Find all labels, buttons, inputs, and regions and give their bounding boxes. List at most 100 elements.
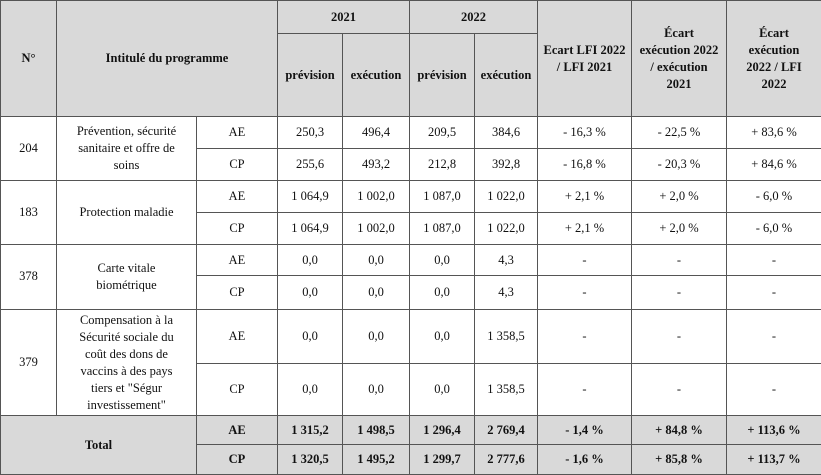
table-row: 183 Protection maladie AE 1 064,9 1 002,0 1 0… (0, 179, 821, 245)
value-cell: - (726, 243, 821, 277)
value-cell: - (726, 275, 821, 311)
credit-type: CP (196, 147, 278, 181)
program-number: 183 (0, 179, 57, 245)
total-value-cell: 1 498,5 (342, 415, 410, 446)
value-cell: 493,2 (342, 147, 410, 181)
value-cell: + 2,1 % (537, 179, 632, 213)
value-cell: + 84,6 % (726, 147, 821, 181)
value-cell: + 2,0 % (631, 211, 727, 245)
value-cell: - 22,5 % (631, 116, 727, 149)
total-label: Total (0, 415, 197, 475)
total-value-cell: 1 299,7 (409, 444, 475, 475)
total-value-cell: - 1,4 % (537, 415, 632, 446)
program-number: 204 (0, 116, 57, 181)
header-program-label: Intitulé du programme (56, 0, 278, 117)
value-cell: + 83,6 % (726, 116, 821, 149)
value-cell: + 2,1 % (537, 211, 632, 245)
value-cell: 1 022,0 (474, 179, 538, 213)
credit-type: CP (196, 275, 278, 311)
value-cell: 0,0 (409, 243, 475, 277)
total-value-cell: + 84,8 % (631, 415, 727, 446)
total-value-cell: 1 315,2 (277, 415, 343, 446)
total-value-cell: + 85,8 % (631, 444, 727, 475)
table-row: 378 Carte vitale biométrique AE 0,0 0,0 0,0 4,… (0, 243, 821, 311)
value-cell: 1 087,0 (409, 179, 475, 213)
header-number: N° (0, 0, 57, 117)
header-ecart-execution: Écart exécution 2022 / exécution 2021 (631, 0, 727, 117)
value-cell: 0,0 (409, 309, 475, 364)
value-cell: 1 022,0 (474, 211, 538, 245)
table-row: CP 0,0 0,0 0,0 4,3- - - (1, 275, 821, 311)
program-label: Carte vitale biométrique (56, 243, 197, 311)
value-cell: 4,3 (474, 275, 538, 311)
value-cell: 1 064,9 (277, 179, 343, 213)
value-cell: 250,3 (277, 116, 343, 149)
value-cell: 496,4 (342, 116, 410, 149)
table-row: 379 Compensation à la Sécurité sociale du… (0, 309, 821, 417)
table-row: CP 255,6 493,2 212,8 392,8- 16,8 % - 20,3 % + … (1, 147, 821, 181)
table-row: CP 0,0 0,0 0,0 1 358,5- - - (1, 362, 821, 417)
value-cell: 0,0 (409, 275, 475, 311)
value-cell: 0,0 (277, 309, 343, 364)
value-cell: 0,0 (409, 362, 475, 417)
header-ecart-lfi: Ecart LFI 2022 / LFI 2021 (537, 0, 632, 117)
program-label: Compensation à la Sécurité sociale du co… (56, 309, 197, 417)
value-cell: 1 358,5 (474, 362, 538, 417)
header-year-2022: 2022 (409, 0, 538, 34)
value-cell: - 20,3 % (631, 147, 727, 181)
credit-type: AE (196, 243, 278, 277)
value-cell: - (537, 243, 632, 277)
header-ecart-execution-lfi: Écart exécution 2022 / LFI 2022 (726, 0, 821, 117)
header-execution-2022: exécution (474, 33, 538, 117)
value-cell: - (631, 309, 727, 364)
header-execution-2021: exécution (342, 33, 410, 117)
credit-type: AE (196, 116, 278, 149)
total-value-cell: 1 320,5 (277, 444, 343, 475)
value-cell: 0,0 (342, 309, 410, 364)
total-value-cell: + 113,6 % (726, 415, 821, 446)
value-cell: 0,0 (277, 362, 343, 417)
total-value-cell: 2 777,6 (474, 444, 538, 475)
program-label: Protection maladie (56, 179, 197, 245)
value-cell: 212,8 (409, 147, 475, 181)
value-cell: 0,0 (342, 243, 410, 277)
total-value-cell: 2 769,4 (474, 415, 538, 446)
total-value-cell: 1 296,4 (409, 415, 475, 446)
value-cell: - (726, 309, 821, 364)
header-prevision-2021: prévision (277, 33, 343, 117)
value-cell: - (631, 275, 727, 311)
value-cell: - (631, 243, 727, 277)
total-row: Total AE 1 315,2 1 498,5 1 296,4 2 769,4- 1,4… (0, 415, 821, 475)
value-cell: - (537, 275, 632, 311)
value-cell: + 2,0 % (631, 179, 727, 213)
credit-type: CP (196, 444, 278, 475)
value-cell: 209,5 (409, 116, 475, 149)
value-cell: - (631, 362, 727, 417)
table-body: 204 Prévention, sécurité sanitaire et off… (0, 116, 821, 475)
value-cell: 384,6 (474, 116, 538, 149)
value-cell: 255,6 (277, 147, 343, 181)
credit-type: AE (196, 309, 278, 364)
value-cell: - 16,3 % (537, 116, 632, 149)
total-value-cell: 1 495,2 (342, 444, 410, 475)
value-cell: 1 087,0 (409, 211, 475, 245)
value-cell: 1 002,0 (342, 211, 410, 245)
value-cell: - 6,0 % (726, 211, 821, 245)
credit-type: CP (196, 362, 278, 417)
credit-type: AE (196, 415, 278, 446)
credit-type: AE (196, 179, 278, 213)
value-cell: 0,0 (277, 243, 343, 277)
value-cell: 0,0 (342, 362, 410, 417)
value-cell: 1 002,0 (342, 179, 410, 213)
total-value-cell: + 113,7 % (726, 444, 821, 475)
value-cell: - (537, 309, 632, 364)
value-cell: 4,3 (474, 243, 538, 277)
program-number: 378 (0, 243, 57, 311)
program-number: 379 (0, 309, 57, 417)
header-year-2021: 2021 (277, 0, 410, 34)
value-cell: 1 358,5 (474, 309, 538, 364)
value-cell: - 6,0 % (726, 179, 821, 213)
program-label: Prévention, sécurité sanitaire et offre … (56, 116, 197, 181)
total-value-cell: - 1,6 % (537, 444, 632, 475)
